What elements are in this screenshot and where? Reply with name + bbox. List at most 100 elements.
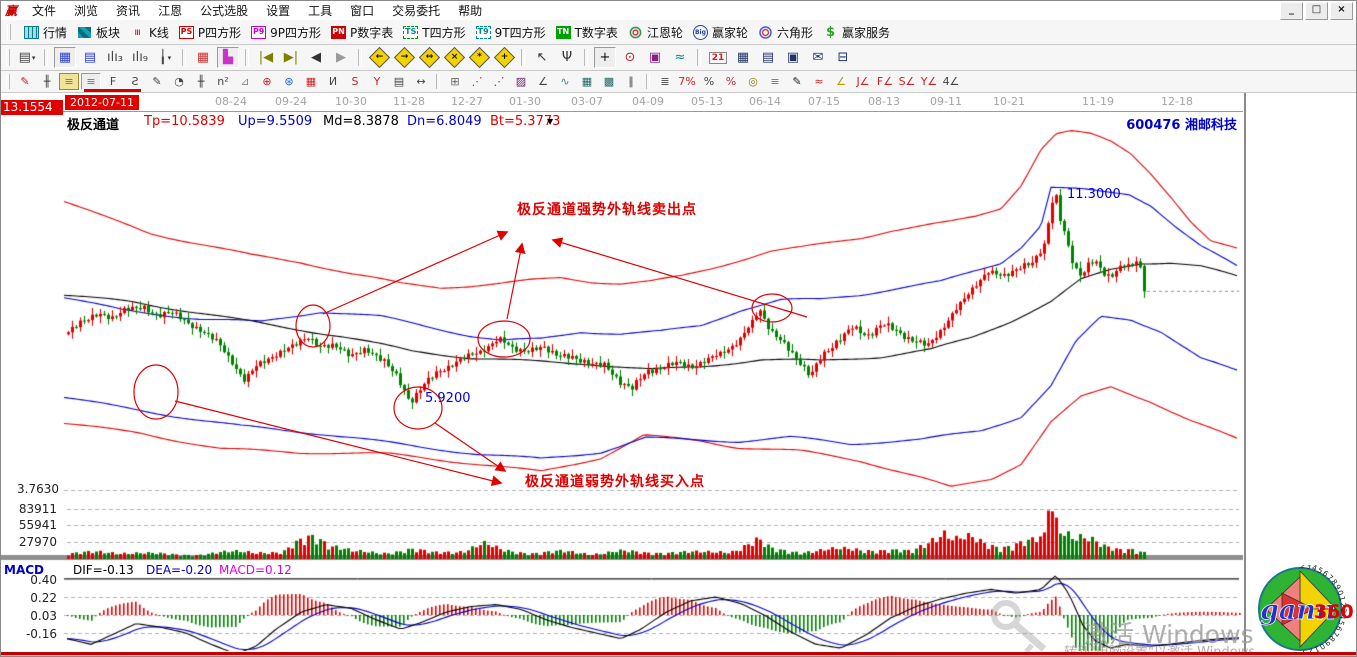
shen-tool-button[interactable]: S [351, 75, 359, 88]
kline-button[interactable]: ı ı ı K线 [130, 24, 169, 41]
menu-item-7[interactable]: 窗口 [350, 4, 375, 18]
close-button[interactable]: × [1330, 2, 1353, 20]
ruler-123-button[interactable]: ▤ [393, 75, 405, 88]
f-angle-button[interactable]: F∠ [876, 75, 894, 88]
percent-lines-button[interactable]: % [725, 75, 737, 88]
winner-wheel-button[interactable]: Big 赢家轮 [692, 24, 748, 41]
win-angle-button[interactable]: Y∠ [920, 75, 938, 88]
collapse-arrow-icon[interactable]: ▼ [547, 117, 554, 126]
menu-item-2[interactable]: 资讯 [116, 4, 141, 18]
grid-price-button[interactable]: ▩ [603, 75, 615, 88]
angle-flag-button[interactable]: ⊿ [240, 75, 250, 88]
chart-area[interactable]: 06-2808-2409-2410-3011-2812-2701-3003-07… [1, 93, 1244, 656]
candle-type-button-dropdown-icon[interactable]: ▾ [167, 53, 172, 62]
gann-wheel-button[interactable]: 江恩轮 [628, 24, 683, 41]
indicator-name[interactable]: 极反通道 [67, 118, 120, 133]
t-square-button[interactable]: TS T四方形 [403, 24, 466, 41]
wave-tool-button[interactable]: ≈ [674, 50, 686, 65]
time-cycle-button[interactable]: ◔ [174, 75, 184, 88]
prev-screen-button[interactable]: ◀ [311, 50, 321, 65]
pointer-tool-button[interactable]: ↖ [536, 50, 548, 65]
parallel-lines-button[interactable]: ∥ [628, 75, 634, 88]
select-rect-button[interactable]: ⊞ [450, 75, 460, 88]
fan-purple-button[interactable]: ⋰ [493, 75, 505, 88]
menu-item-3[interactable]: 江恩 [158, 4, 183, 18]
four-angle-button[interactable]: 4∠ [942, 75, 960, 88]
trend-network-button[interactable]: ▦ [54, 47, 76, 68]
menu-item-9[interactable]: 帮助 [458, 4, 483, 18]
wave-band-button[interactable]: ≈ [814, 75, 824, 88]
j-angle-button[interactable]: J∠ [856, 75, 870, 88]
t9-square-button[interactable]: T9 9T四方形 [475, 24, 546, 41]
minutes-3-button[interactable]: ılı₃ [106, 50, 124, 65]
layout-period-button-dropdown-icon[interactable]: ▾ [31, 53, 36, 62]
wave-mark-button[interactable]: И [328, 75, 338, 88]
save-button[interactable]: ▣ [786, 50, 800, 65]
hand-tool-button[interactable]: Ψ [561, 50, 573, 65]
menu-item-6[interactable]: 工具 [308, 4, 333, 18]
circle-target-button[interactable]: ⊕ [262, 75, 272, 88]
menu-item-5[interactable]: 设置 [266, 4, 291, 18]
cycle-ruler-button[interactable]: ╫ [197, 75, 205, 88]
menu-item-0[interactable]: 文件 [32, 4, 57, 18]
brush-button[interactable]: ✎ [792, 75, 802, 88]
percent-button[interactable]: % [703, 75, 715, 88]
p-square-button[interactable]: PS P四方形 [178, 24, 241, 41]
shen-angle-button[interactable]: S∠ [898, 75, 916, 88]
minimize-button[interactable]: _ [1280, 2, 1303, 20]
gann-left-button[interactable]: ← [368, 46, 390, 69]
gold-lines-button[interactable]: ≡ [770, 75, 780, 88]
last-screen-button[interactable]: ▶| [283, 50, 299, 65]
hexagon-button[interactable]: 六角形 [758, 24, 813, 41]
spiral-button[interactable]: Ƨ [131, 75, 139, 88]
color-volume-button[interactable]: ▙ [217, 47, 239, 68]
quotes-button[interactable]: 行情 [24, 24, 67, 41]
macd-indicator-name[interactable]: MACD [4, 563, 44, 577]
gann-cross-button[interactable]: + [493, 46, 515, 69]
menu-item-1[interactable]: 浏览 [74, 4, 99, 18]
t-number-button[interactable]: TN T数字表 [555, 24, 618, 41]
grid-dense-button[interactable]: ▦ [581, 75, 593, 88]
calendar-button[interactable]: 21 [707, 47, 729, 68]
marker-pen-button[interactable]: ✎ [152, 75, 162, 88]
crosshair-tool-button[interactable]: + [594, 47, 616, 68]
span-arrow-button[interactable]: ↔ [416, 75, 426, 88]
gold-angle-button[interactable]: ∠ [836, 75, 846, 88]
menu-item-8[interactable]: 交易委托 [392, 4, 441, 18]
restore-button[interactable]: □ [1305, 2, 1328, 20]
fib-ruler-button[interactable]: F [109, 75, 117, 88]
gann-box-tool-button[interactable]: ▣ [648, 50, 662, 65]
p-number-button[interactable]: PN P数字表 [331, 24, 393, 41]
f10-report-button[interactable]: ▤ [83, 50, 97, 65]
grid-box-button[interactable]: ▦ [305, 75, 317, 88]
gann-star-button[interactable]: * [468, 46, 490, 69]
percent-7-button[interactable]: 7% [678, 75, 696, 88]
notepad-button[interactable]: ▤ [761, 50, 775, 65]
square-n2-button[interactable]: n² [217, 75, 229, 88]
zigzag-button[interactable]: ∿ [560, 75, 570, 88]
remote-button[interactable]: ⊟ [837, 50, 849, 65]
p9-square-button[interactable]: P9 9P四方形 [251, 24, 321, 41]
first-screen-button[interactable]: |◀ [258, 50, 274, 65]
sectors-button[interactable]: 板块 [77, 24, 120, 41]
fan-grid-button[interactable]: ▨ [515, 75, 527, 88]
gold-circle-button[interactable]: ◎ [748, 75, 758, 88]
angle-lines-button[interactable]: ∠ [538, 75, 548, 88]
minutes-9-button[interactable]: ılı₉ [131, 50, 149, 65]
layout-period-button[interactable]: ▤ ▾ [18, 50, 36, 65]
gann-compress-button[interactable]: × [443, 46, 465, 69]
scale-list-button[interactable]: ≣ [660, 75, 670, 88]
formula-manage-button[interactable]: ▦ [196, 50, 210, 65]
fan-red-button[interactable]: ⋰ [471, 75, 483, 88]
gold-grid-b-button[interactable]: ≡ [81, 73, 101, 90]
winner-service-button[interactable]: $ 赢家服务 [823, 24, 890, 41]
scale-ticks-button[interactable]: ╫ [43, 75, 51, 88]
draw-pen-button[interactable]: ✎ [20, 75, 30, 88]
calculator-button[interactable]: ▦ [736, 50, 750, 65]
gann-expand-button[interactable]: ↔ [418, 46, 440, 69]
win-tool-button[interactable]: Y [373, 75, 381, 88]
menu-item-4[interactable]: 公式选股 [200, 4, 249, 18]
gann-right-button[interactable]: → [393, 46, 415, 69]
measure-tool-button[interactable]: ⊙ [624, 50, 636, 65]
candle-type-button[interactable]: ╽ ▾ [158, 50, 172, 65]
